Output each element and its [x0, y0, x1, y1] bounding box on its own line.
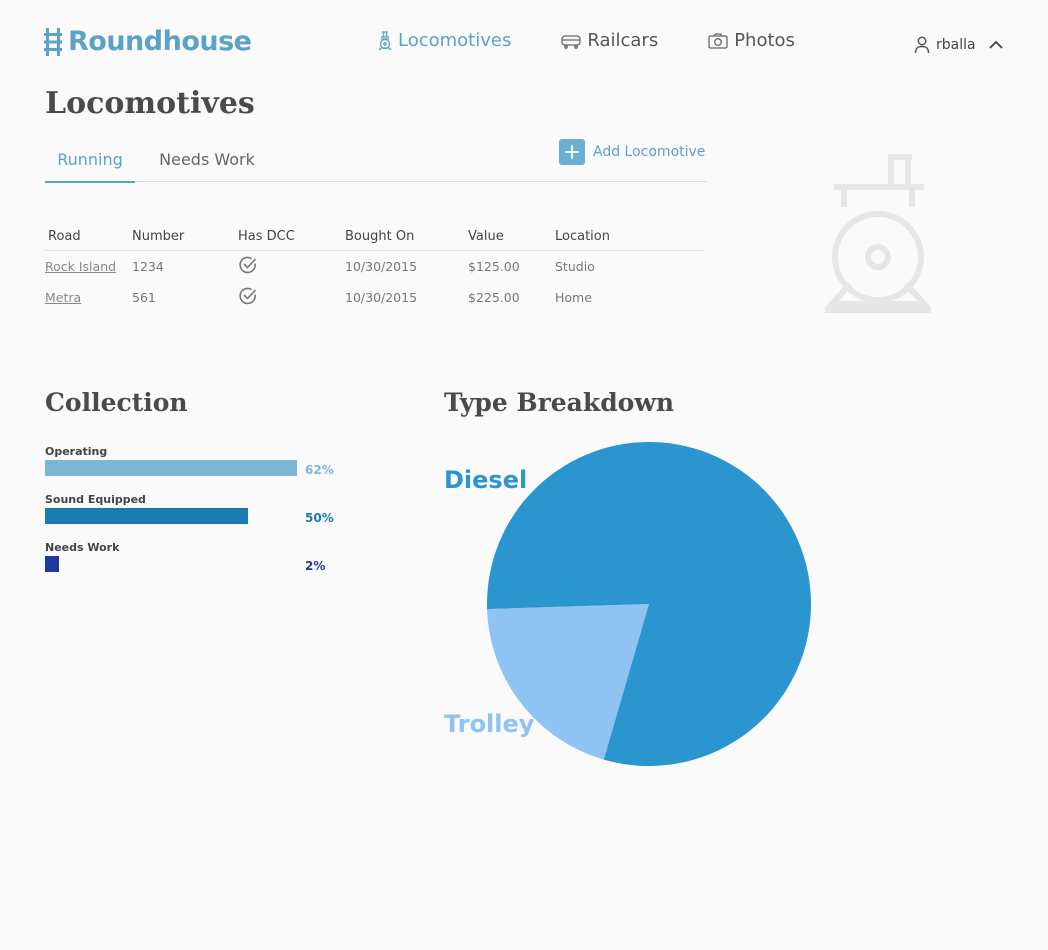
stat-percent: 50% — [305, 511, 334, 525]
pie-slice-trolley[interactable] — [487, 604, 649, 760]
locomotives-table: Road Number Has DCC Bought On Value Loca… — [45, 223, 705, 313]
col-value[interactable]: Value — [468, 229, 504, 244]
col-number[interactable]: Number — [132, 229, 185, 244]
stat-percent: 2% — [305, 559, 326, 573]
page-title: Locomotives — [45, 86, 255, 121]
dcc-cell — [238, 255, 345, 278]
progress-fill — [45, 460, 297, 476]
status-tabs: Running Needs Work — [45, 150, 707, 183]
col-has-dcc[interactable]: Has DCC — [238, 229, 295, 244]
add-locomotive-button[interactable]: Add Locomotive — [559, 139, 705, 165]
road-link[interactable]: Rock Island — [45, 259, 117, 274]
col-bought-on[interactable]: Bought On — [345, 229, 415, 244]
nav-locomotives-label: Locomotives — [398, 30, 512, 51]
pie-chart — [487, 442, 811, 766]
value-cell: $125.00 — [468, 259, 520, 274]
user-menu[interactable]: rballa — [914, 36, 1004, 54]
plus-icon — [559, 139, 585, 165]
progress-bar — [45, 508, 297, 524]
progress-fill — [45, 508, 249, 524]
dcc-cell — [238, 286, 345, 309]
stat-needs-work: Needs Work 2% — [45, 541, 345, 573]
pie-label-diesel: Diesel — [444, 466, 528, 494]
road-link[interactable]: Metra — [45, 290, 82, 305]
nav-railcars[interactable]: Railcars — [561, 30, 658, 51]
stat-sound-equipped: Sound Equipped 50% — [45, 493, 345, 525]
stat-operating: Operating 62% — [45, 445, 345, 477]
progress-fill — [45, 556, 59, 572]
stat-percent: 62% — [305, 463, 334, 477]
check-circle-icon — [239, 256, 257, 274]
track-icon — [44, 27, 62, 56]
bought-on-cell: 10/30/2015 — [345, 290, 418, 305]
tab-needs-work[interactable]: Needs Work — [159, 150, 255, 169]
bought-on-cell: 10/30/2015 — [345, 259, 418, 274]
col-road[interactable]: Road — [48, 229, 81, 244]
pie-slice-diesel[interactable] — [487, 442, 811, 766]
nav-locomotives[interactable]: Locomotives — [378, 30, 511, 51]
number-cell: 561 — [132, 290, 156, 305]
user-icon — [914, 36, 930, 54]
value-cell: $225.00 — [468, 290, 520, 305]
locomotive-illustration-icon — [825, 154, 931, 313]
camera-icon — [708, 32, 728, 49]
type-breakdown-title: Type Breakdown — [444, 388, 675, 417]
location-cell: Studio — [555, 259, 595, 274]
username: rballa — [936, 37, 976, 53]
app-name: Roundhouse — [68, 26, 252, 57]
stat-label: Needs Work — [45, 541, 120, 554]
main-nav: Locomotives Railcars Photos — [378, 30, 795, 51]
check-circle-icon — [239, 287, 257, 305]
table-row[interactable]: Rock Island 1234 10/30/2015 $125.00 Stud… — [45, 251, 705, 282]
collection-title: Collection — [45, 388, 188, 417]
progress-bar — [45, 556, 297, 572]
nav-photos-label: Photos — [734, 30, 795, 51]
locomotive-icon — [378, 30, 392, 50]
type-breakdown-chart: Diesel Trolley — [440, 430, 840, 780]
app-logo[interactable]: Roundhouse — [44, 26, 252, 57]
railcar-icon — [561, 34, 581, 49]
add-locomotive-label: Add Locomotive — [593, 144, 706, 160]
chevron-up-icon — [988, 40, 1003, 49]
location-cell: Home — [555, 290, 592, 305]
number-cell: 1234 — [132, 259, 164, 274]
stat-label: Sound Equipped — [45, 493, 146, 506]
tab-running[interactable]: Running — [45, 150, 135, 183]
table-row[interactable]: Metra 561 10/30/2015 $225.00 Home — [45, 282, 705, 313]
nav-railcars-label: Railcars — [587, 30, 659, 51]
pie-label-trolley: Trolley — [444, 710, 535, 738]
col-location[interactable]: Location — [555, 229, 610, 244]
table-header: Road Number Has DCC Bought On Value Loca… — [45, 223, 705, 251]
nav-photos[interactable]: Photos — [708, 30, 795, 51]
progress-bar — [45, 460, 297, 476]
stat-label: Operating — [45, 445, 108, 458]
